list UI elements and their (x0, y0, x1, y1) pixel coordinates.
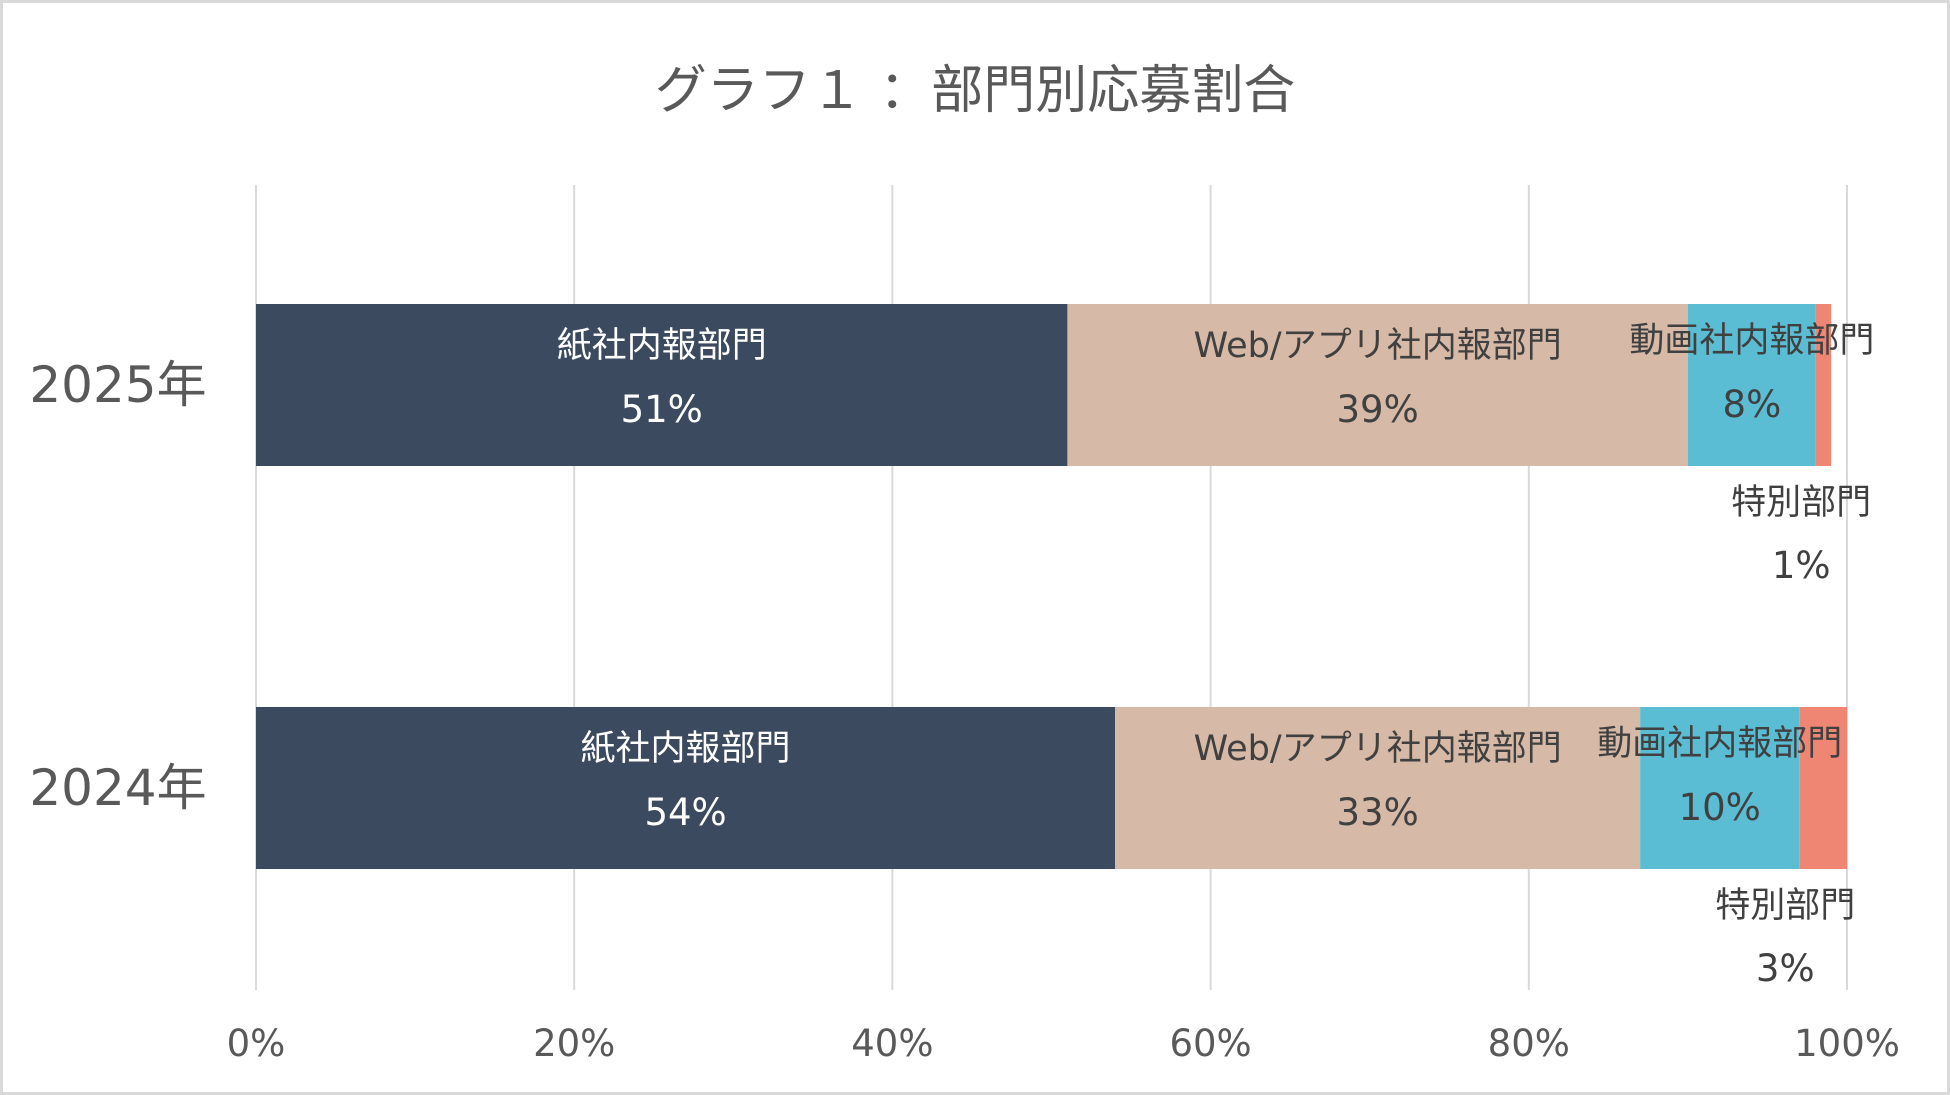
x-tick-label: 60% (1169, 1022, 1251, 1065)
data-label-series-name: 特別部門 (1731, 483, 1871, 523)
bar-segment (1067, 304, 1688, 466)
data-label-value: 8% (1723, 383, 1782, 426)
bar-segment (1640, 707, 1800, 869)
data-label-value: 1% (1772, 544, 1831, 587)
bar-segment (1687, 304, 1816, 466)
y-category-label: 2025年 (29, 356, 206, 414)
bar-segment (256, 707, 1116, 869)
bar-segment (1799, 707, 1847, 869)
x-tick-label: 20% (533, 1022, 615, 1065)
chart-title: グラフ１ ：部門別応募割合 (655, 61, 1296, 121)
data-label-series-name: 特別部門 (1715, 886, 1855, 926)
x-tick-label: 80% (1488, 1022, 1570, 1065)
bars (256, 304, 1847, 869)
bar-segment (1115, 707, 1641, 869)
data-label-series-name: Web/アプリ社内報部門 (1194, 326, 1562, 366)
data-label-series-name: 動画社内報部門 (1597, 724, 1842, 764)
data-label-series-name: 動画社内報部門 (1629, 321, 1874, 361)
data-label-value: 54% (644, 791, 726, 834)
data-labels: 紙社内報部門 51% Web/アプリ社内報部門 39% 動画社内報部門 8% 特別部門 1% 紙… (557, 321, 1875, 990)
data-label-value: 51% (621, 388, 703, 431)
data-label-value: 3% (1756, 947, 1815, 990)
data-label-series-name: 紙社内報部門 (581, 729, 791, 769)
data-label-value: 33% (1337, 791, 1419, 834)
axes: 0% 20% 40% 60% 80% 100% 2025年 2024年 (29, 356, 1900, 1065)
bar-segment (256, 304, 1068, 466)
data-label-value: 39% (1337, 388, 1419, 431)
data-label-series-name: 紙社内報部門 (557, 326, 767, 366)
y-category-label: 2024年 (29, 759, 206, 817)
bar-segment (1815, 304, 1832, 466)
x-tick-label: 0% (227, 1022, 286, 1065)
data-label-series-name: Web/アプリ社内報部門 (1194, 729, 1562, 769)
x-tick-label: 100% (1794, 1022, 1900, 1065)
x-tick-label: 40% (851, 1022, 933, 1065)
data-label-value: 10% (1679, 786, 1761, 829)
